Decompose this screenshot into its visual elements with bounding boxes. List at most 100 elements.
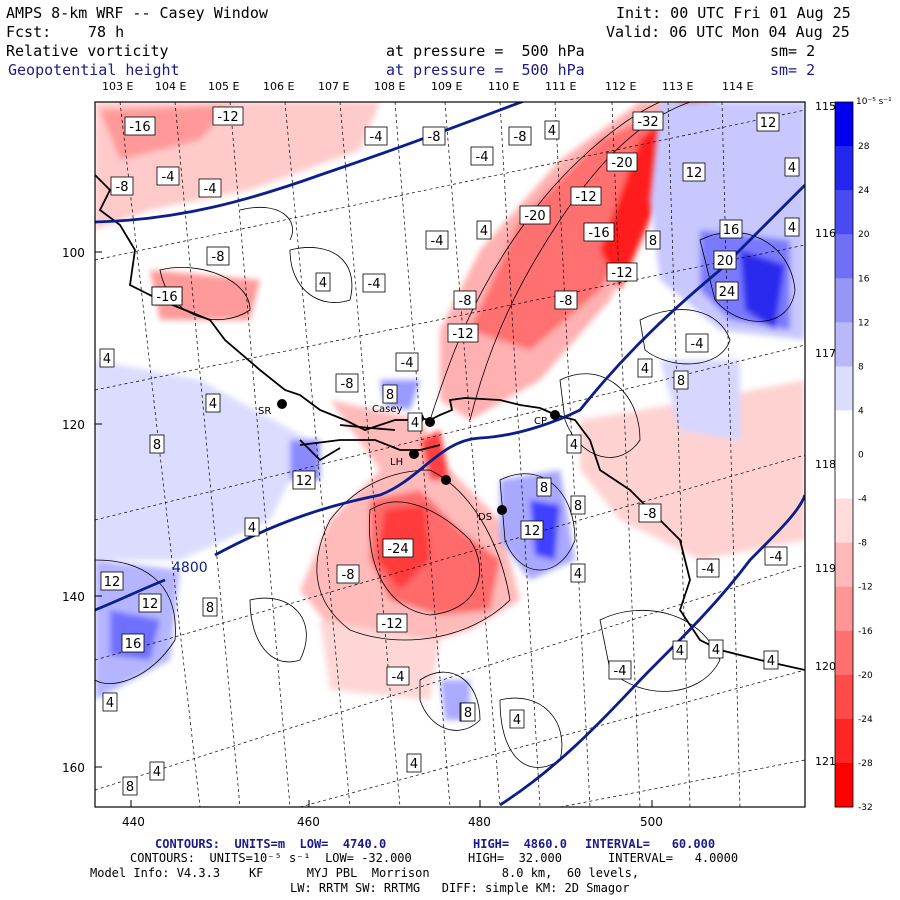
station-sr-marker — [277, 399, 287, 409]
contour-label-text: 16 — [723, 223, 740, 238]
contour-label-68: 4 — [509, 709, 525, 729]
colorbar-band — [835, 762, 853, 808]
contour-label-text: -20 — [524, 209, 545, 224]
station-extra-marker — [441, 475, 451, 485]
top-lon-114: 114 E — [722, 80, 753, 93]
top-lon-106: 106 E — [263, 80, 294, 93]
contour-label-2: -4 — [364, 126, 388, 146]
colorbar-level-label: 4 — [858, 406, 864, 416]
colorbar-band — [835, 278, 853, 323]
map-plot-area: SR Casey LH CP DS 4800 -16 -12 -4 -8 -4 -8 4 -3… — [95, 102, 805, 807]
contour-label-10: -4 — [156, 166, 180, 186]
contour-label-text: -4 — [401, 356, 414, 371]
contour-label-text: 4 — [641, 362, 649, 377]
geopotential-contours — [95, 102, 805, 807]
top-lon-108: 108 E — [374, 80, 405, 93]
contour-label-43: 4 — [566, 434, 582, 454]
colorbar-band — [835, 718, 853, 764]
contour-label-42: -8 — [335, 373, 359, 393]
contour-label-text: -4 — [368, 277, 381, 292]
colorbar-band — [835, 410, 853, 455]
contour-label-text: 24 — [719, 285, 736, 300]
contour-label-28: -4 — [362, 273, 386, 293]
colorbar-band — [835, 498, 853, 544]
contour-label-6: 4 — [544, 120, 560, 140]
valid-time: Valid: 06 UTC Mon 04 Aug 25 — [606, 23, 850, 41]
colorbar-band — [835, 322, 853, 367]
contour-label-48: -8 — [638, 503, 662, 523]
colorbar-band — [835, 190, 853, 235]
contour-label-text: 8 — [677, 374, 685, 389]
contour-label-3: -8 — [422, 126, 446, 146]
footer-height-interval: INTERVAL= 60.000 — [585, 837, 716, 851]
top-lon-104: 104 E — [155, 80, 186, 93]
contour-label-8: 12 — [756, 112, 780, 132]
station-label-sr: SR — [258, 406, 271, 417]
contour-label-46: 8 — [536, 477, 552, 497]
contour-label-1: -12 — [212, 106, 244, 126]
contour-label-text: -12 — [381, 617, 402, 632]
colorbar-band — [835, 102, 853, 147]
map-title: AMPS 8-km WRF -- Casey Window — [6, 4, 268, 22]
colorbar-level-label: -16 — [858, 627, 873, 637]
contour-label-text: 4 — [712, 643, 720, 658]
height-contour-label: 4800 — [172, 560, 208, 576]
colorbar-level-label: -28 — [858, 759, 873, 769]
contour-label-text: 4 — [248, 521, 256, 536]
contour-label-21: 16 — [719, 219, 743, 239]
contour-label-text: -12 — [611, 266, 632, 281]
colorbar-level-label: -8 — [858, 539, 867, 549]
contour-label-26: 20 — [713, 250, 737, 270]
contour-label-text: 8 — [153, 438, 161, 453]
contour-label-text: -8 — [644, 507, 657, 522]
contour-label-text: 8 — [206, 601, 214, 616]
contour-label-text: 4 — [411, 416, 419, 431]
contour-label-25: -12 — [606, 262, 638, 282]
contour-label-text: -8 — [342, 568, 355, 583]
contour-label-31: -8 — [206, 246, 230, 266]
contour-label-text: -8 — [341, 377, 354, 392]
bottom-tick-500: 500 — [640, 815, 663, 829]
contour-label-67: 8 — [460, 702, 476, 722]
colorbar-level-label: 8 — [858, 362, 864, 372]
contour-label-55: -4 — [696, 558, 720, 578]
top-lon-103: 103 E — [102, 80, 133, 93]
colorbar-band — [835, 674, 853, 720]
contour-label-15: 4 — [784, 157, 800, 177]
colorbar-level-label: 24 — [858, 186, 870, 196]
contour-label-29: 24 — [715, 281, 739, 301]
contour-label-text: 8 — [540, 481, 548, 496]
contour-label-text: 4 — [548, 124, 556, 139]
contour-label-45: 12 — [292, 470, 316, 490]
contour-label-text: -4 — [204, 182, 217, 197]
contour-label-44: 8 — [149, 434, 165, 454]
top-lon-111: 111 E — [545, 80, 576, 93]
contour-label-52: 4 — [102, 692, 118, 712]
contour-label-text: -8 — [212, 250, 225, 265]
forecast-label: Fcst: — [6, 23, 52, 41]
top-lon-113: 113 E — [662, 80, 693, 93]
contour-label-text: 4 — [103, 352, 111, 367]
contour-label-text: -4 — [691, 337, 704, 352]
contour-label-text: 12 — [104, 575, 121, 590]
footer-vort-interval: INTERVAL= 4.0000 — [608, 851, 739, 865]
contour-label-text: 20 — [717, 254, 734, 269]
colorbar-band — [835, 366, 853, 411]
colorbar-band — [835, 454, 853, 500]
colorbar-frame — [834, 101, 854, 808]
contour-label-22: 4 — [784, 217, 800, 237]
contour-label-text: -4 — [614, 664, 627, 679]
contour-labels: -16 -12 -4 -8 -4 -8 4 -32 12 -8 -4 -4 -12 -20 12 4 -20 -1… — [99, 106, 800, 796]
contour-label-54: 4 — [570, 563, 586, 583]
top-lon-110: 110 E — [488, 80, 519, 93]
contour-label-text: -4 — [162, 170, 175, 185]
top-lon-105: 105 E — [208, 80, 239, 93]
field1-name: Relative vorticity — [6, 42, 169, 60]
colorbar-level-label: 0 — [858, 451, 864, 461]
contour-label-text: -8 — [428, 130, 441, 145]
contour-label-11: -4 — [198, 178, 222, 198]
top-lon-112: 112 E — [605, 80, 636, 93]
contour-label-50: 12 — [520, 520, 544, 540]
station-label-ds: DS — [478, 512, 492, 523]
contour-label-38: 8 — [382, 384, 398, 404]
